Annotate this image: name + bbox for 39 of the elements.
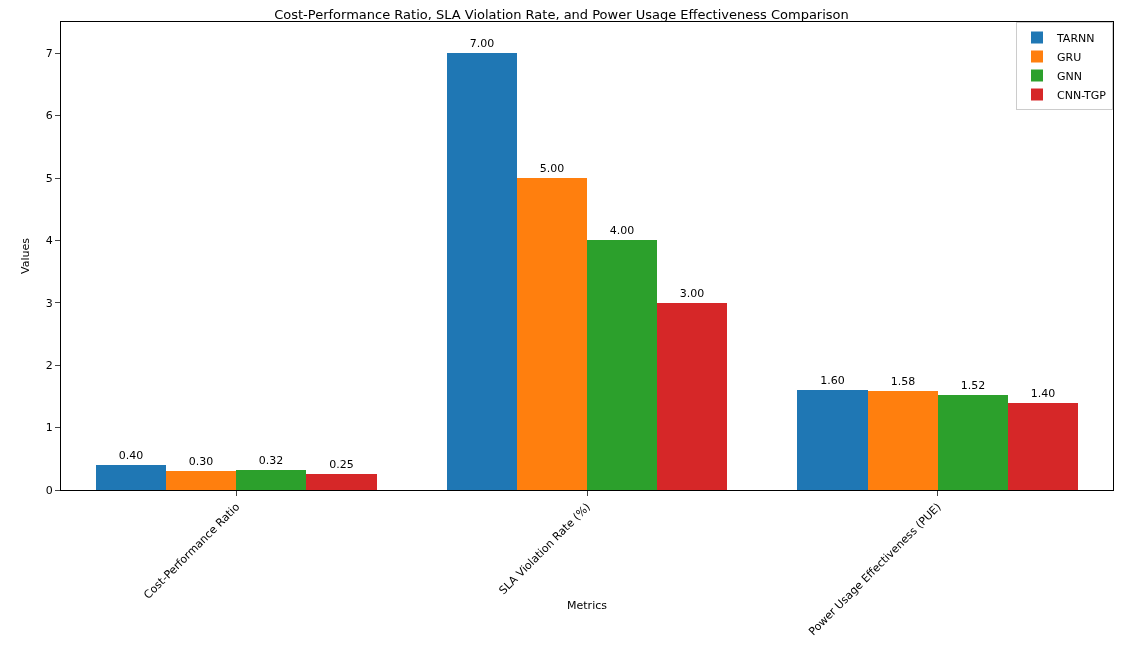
x-axis-title: Metrics	[567, 599, 608, 613]
data-label: 0.40	[118, 449, 144, 462]
data-label: 5.00	[539, 162, 565, 175]
bar	[236, 470, 306, 490]
bar	[868, 391, 938, 490]
bar	[166, 471, 236, 490]
legend-label: TARNN	[1056, 31, 1095, 45]
chart-title: Cost-Performance Ratio, SLA Violation Rate, and Power Usage Effectiveness Comparison	[274, 6, 849, 22]
bar	[797, 390, 868, 490]
data-label: 7.00	[469, 37, 495, 50]
bar	[938, 395, 1008, 490]
legend-label: GRU	[1057, 50, 1082, 64]
legend-label: GNN	[1057, 69, 1082, 83]
y-tick-label: 7	[45, 47, 53, 61]
y-tick-label: 4	[45, 234, 53, 248]
y-axis-title: Values	[19, 237, 32, 274]
bar	[587, 240, 657, 490]
legend-label: CNN-TGP	[1057, 88, 1107, 102]
y-tick-label: 1	[45, 421, 53, 435]
bar	[657, 303, 727, 490]
y-tick-label: 3	[45, 296, 53, 310]
y-tick-label: 2	[45, 359, 53, 373]
data-label: 1.40	[1030, 387, 1056, 400]
data-label: 1.60	[820, 374, 845, 387]
bar	[447, 53, 517, 490]
data-label: 0.25	[329, 458, 354, 471]
data-label: 1.52	[960, 379, 986, 392]
data-label: 3.00	[679, 287, 705, 300]
y-tick-label: 0	[45, 483, 53, 497]
bar	[517, 178, 587, 490]
data-label: 0.30	[188, 455, 214, 468]
data-label: 4.00	[609, 224, 635, 237]
y-tick-label: 6	[45, 109, 53, 123]
bar	[306, 474, 377, 490]
y-tick-label: 5	[45, 171, 53, 185]
data-label: 1.58	[890, 375, 916, 388]
bar	[96, 465, 166, 490]
bar	[1008, 403, 1078, 490]
data-label: 0.32	[258, 454, 284, 467]
